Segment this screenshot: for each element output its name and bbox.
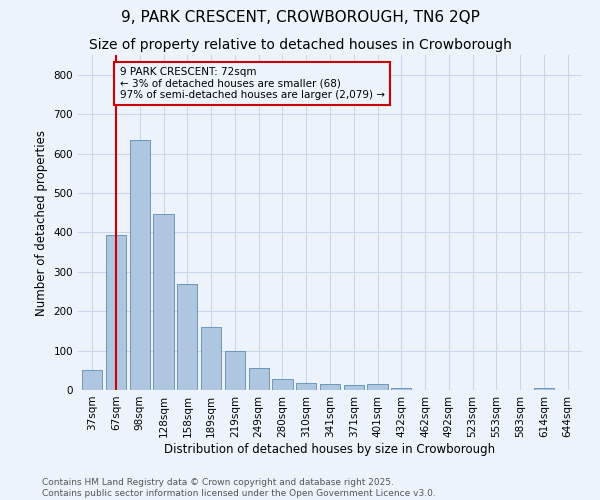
Text: 9, PARK CRESCENT, CROWBOROUGH, TN6 2QP: 9, PARK CRESCENT, CROWBOROUGH, TN6 2QP — [121, 10, 479, 25]
Bar — [248, 368, 269, 390]
Text: Contains HM Land Registry data © Crown copyright and database right 2025.
Contai: Contains HM Land Registry data © Crown c… — [42, 478, 436, 498]
Bar — [225, 350, 245, 390]
Bar — [201, 327, 221, 390]
Bar — [272, 379, 293, 390]
Bar — [177, 284, 197, 390]
Bar — [367, 384, 388, 390]
Bar — [82, 370, 103, 390]
Text: 9 PARK CRESCENT: 72sqm
← 3% of detached houses are smaller (68)
97% of semi-deta: 9 PARK CRESCENT: 72sqm ← 3% of detached … — [119, 67, 385, 100]
Bar — [130, 140, 150, 390]
Bar — [154, 214, 173, 390]
Bar — [296, 383, 316, 390]
Bar — [344, 386, 364, 390]
Bar — [391, 388, 412, 390]
Y-axis label: Number of detached properties: Number of detached properties — [35, 130, 48, 316]
Bar — [106, 235, 126, 390]
Text: Size of property relative to detached houses in Crowborough: Size of property relative to detached ho… — [89, 38, 511, 52]
Bar — [320, 384, 340, 390]
X-axis label: Distribution of detached houses by size in Crowborough: Distribution of detached houses by size … — [164, 442, 496, 456]
Bar — [534, 388, 554, 390]
